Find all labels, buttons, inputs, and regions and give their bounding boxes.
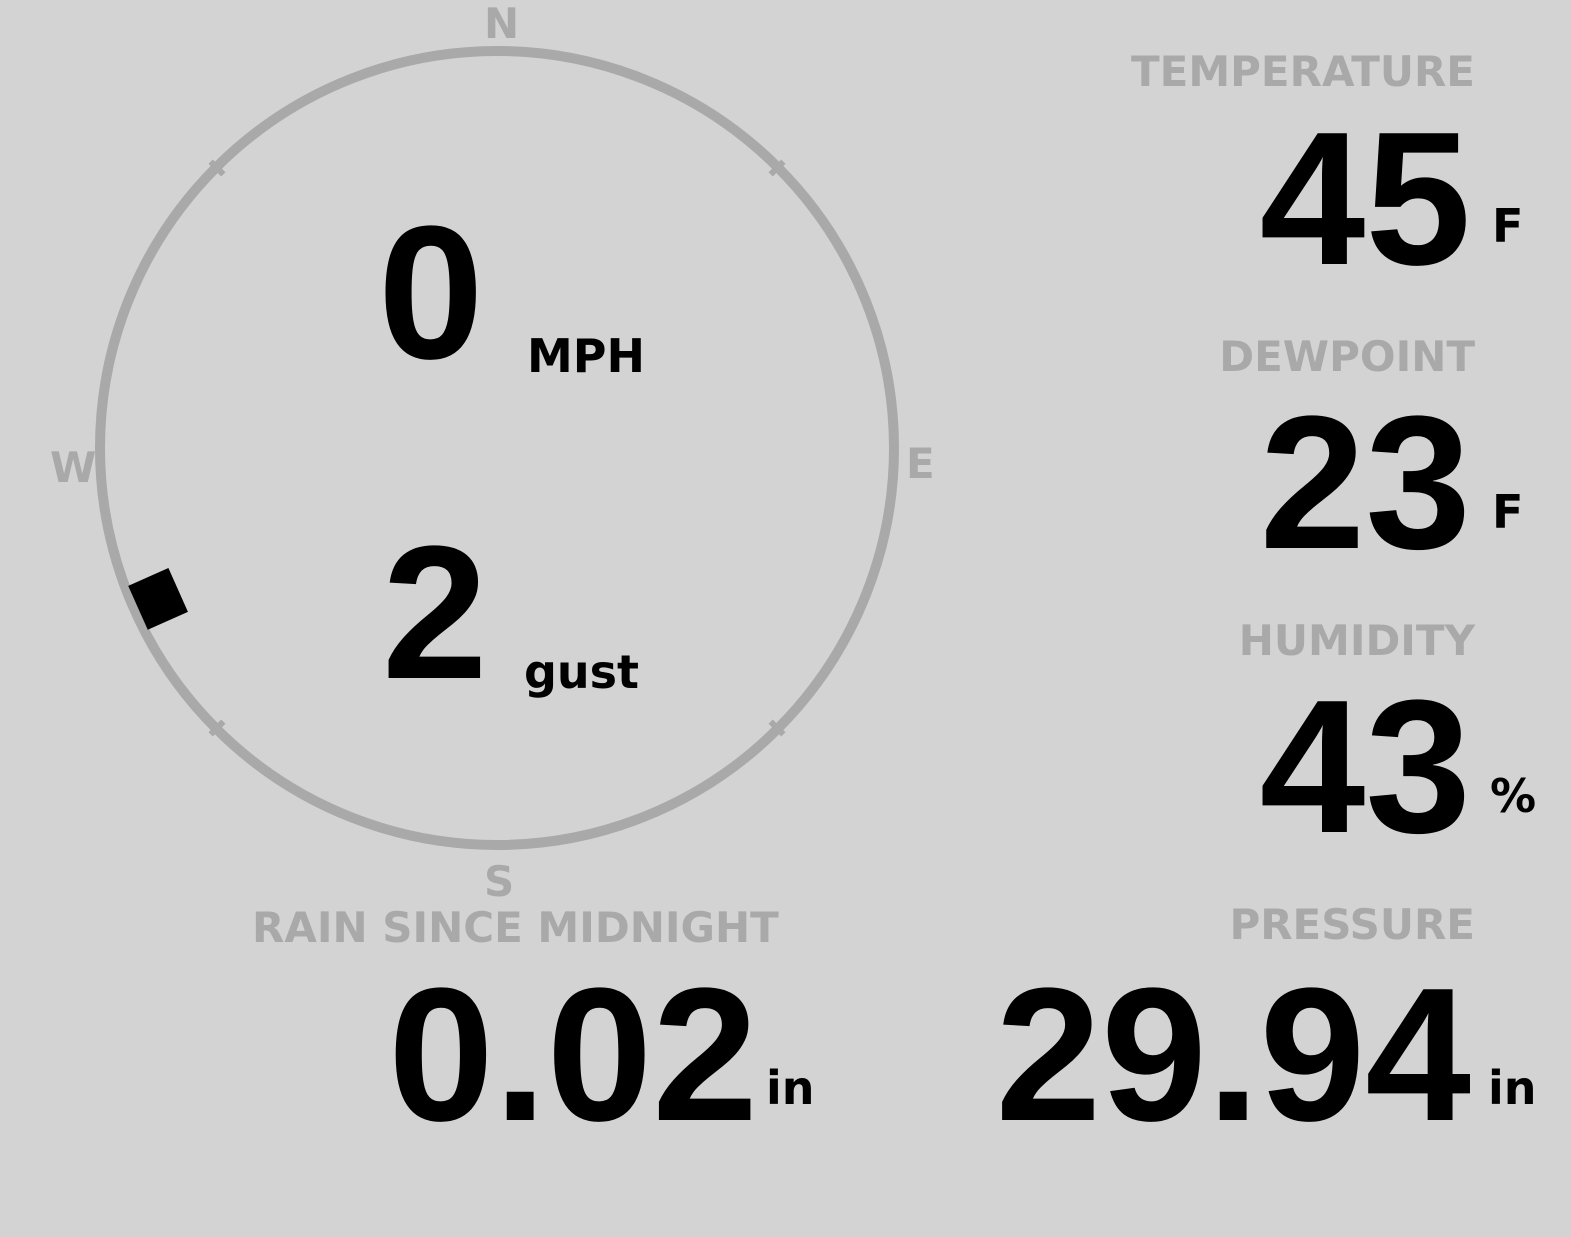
humidity-value: 43	[1259, 661, 1471, 873]
dewpoint-label: DEWPOINT	[1219, 332, 1475, 381]
wind-direction-marker	[128, 568, 188, 630]
humidity-unit: %	[1490, 769, 1537, 823]
compass-east: E	[906, 439, 935, 488]
wind-compass	[95, 46, 899, 850]
compass-north: N	[484, 0, 520, 48]
wind-speed-value: 0	[378, 187, 484, 399]
wind-speed-unit: MPH	[527, 329, 645, 383]
rain-label: RAIN SINCE MIDNIGHT	[252, 903, 779, 952]
compass-tick	[208, 719, 226, 737]
rain-value: 0.02	[388, 949, 758, 1161]
compass-west: W	[50, 443, 97, 492]
rain-unit: in	[766, 1061, 815, 1115]
compass-tick	[768, 159, 786, 177]
temperature-unit: F	[1492, 199, 1524, 253]
pressure-unit: in	[1488, 1061, 1537, 1115]
temperature-value: 45	[1259, 93, 1471, 305]
temperature-card: TEMPERATURE	[1131, 47, 1475, 96]
humidity-label: HUMIDITY	[1238, 616, 1475, 665]
compass-south: S	[484, 857, 515, 906]
pressure-label: PRESSURE	[1229, 900, 1475, 949]
wind-gust-label: gust	[524, 645, 640, 699]
wind-gust-value: 2	[382, 507, 488, 719]
dewpoint-unit: F	[1492, 485, 1524, 539]
dewpoint-value: 23	[1259, 377, 1471, 589]
compass-tick	[768, 719, 786, 737]
pressure-value: 29.94	[995, 949, 1471, 1161]
temperature-label: TEMPERATURE	[1131, 47, 1475, 96]
compass-tick	[208, 159, 226, 177]
